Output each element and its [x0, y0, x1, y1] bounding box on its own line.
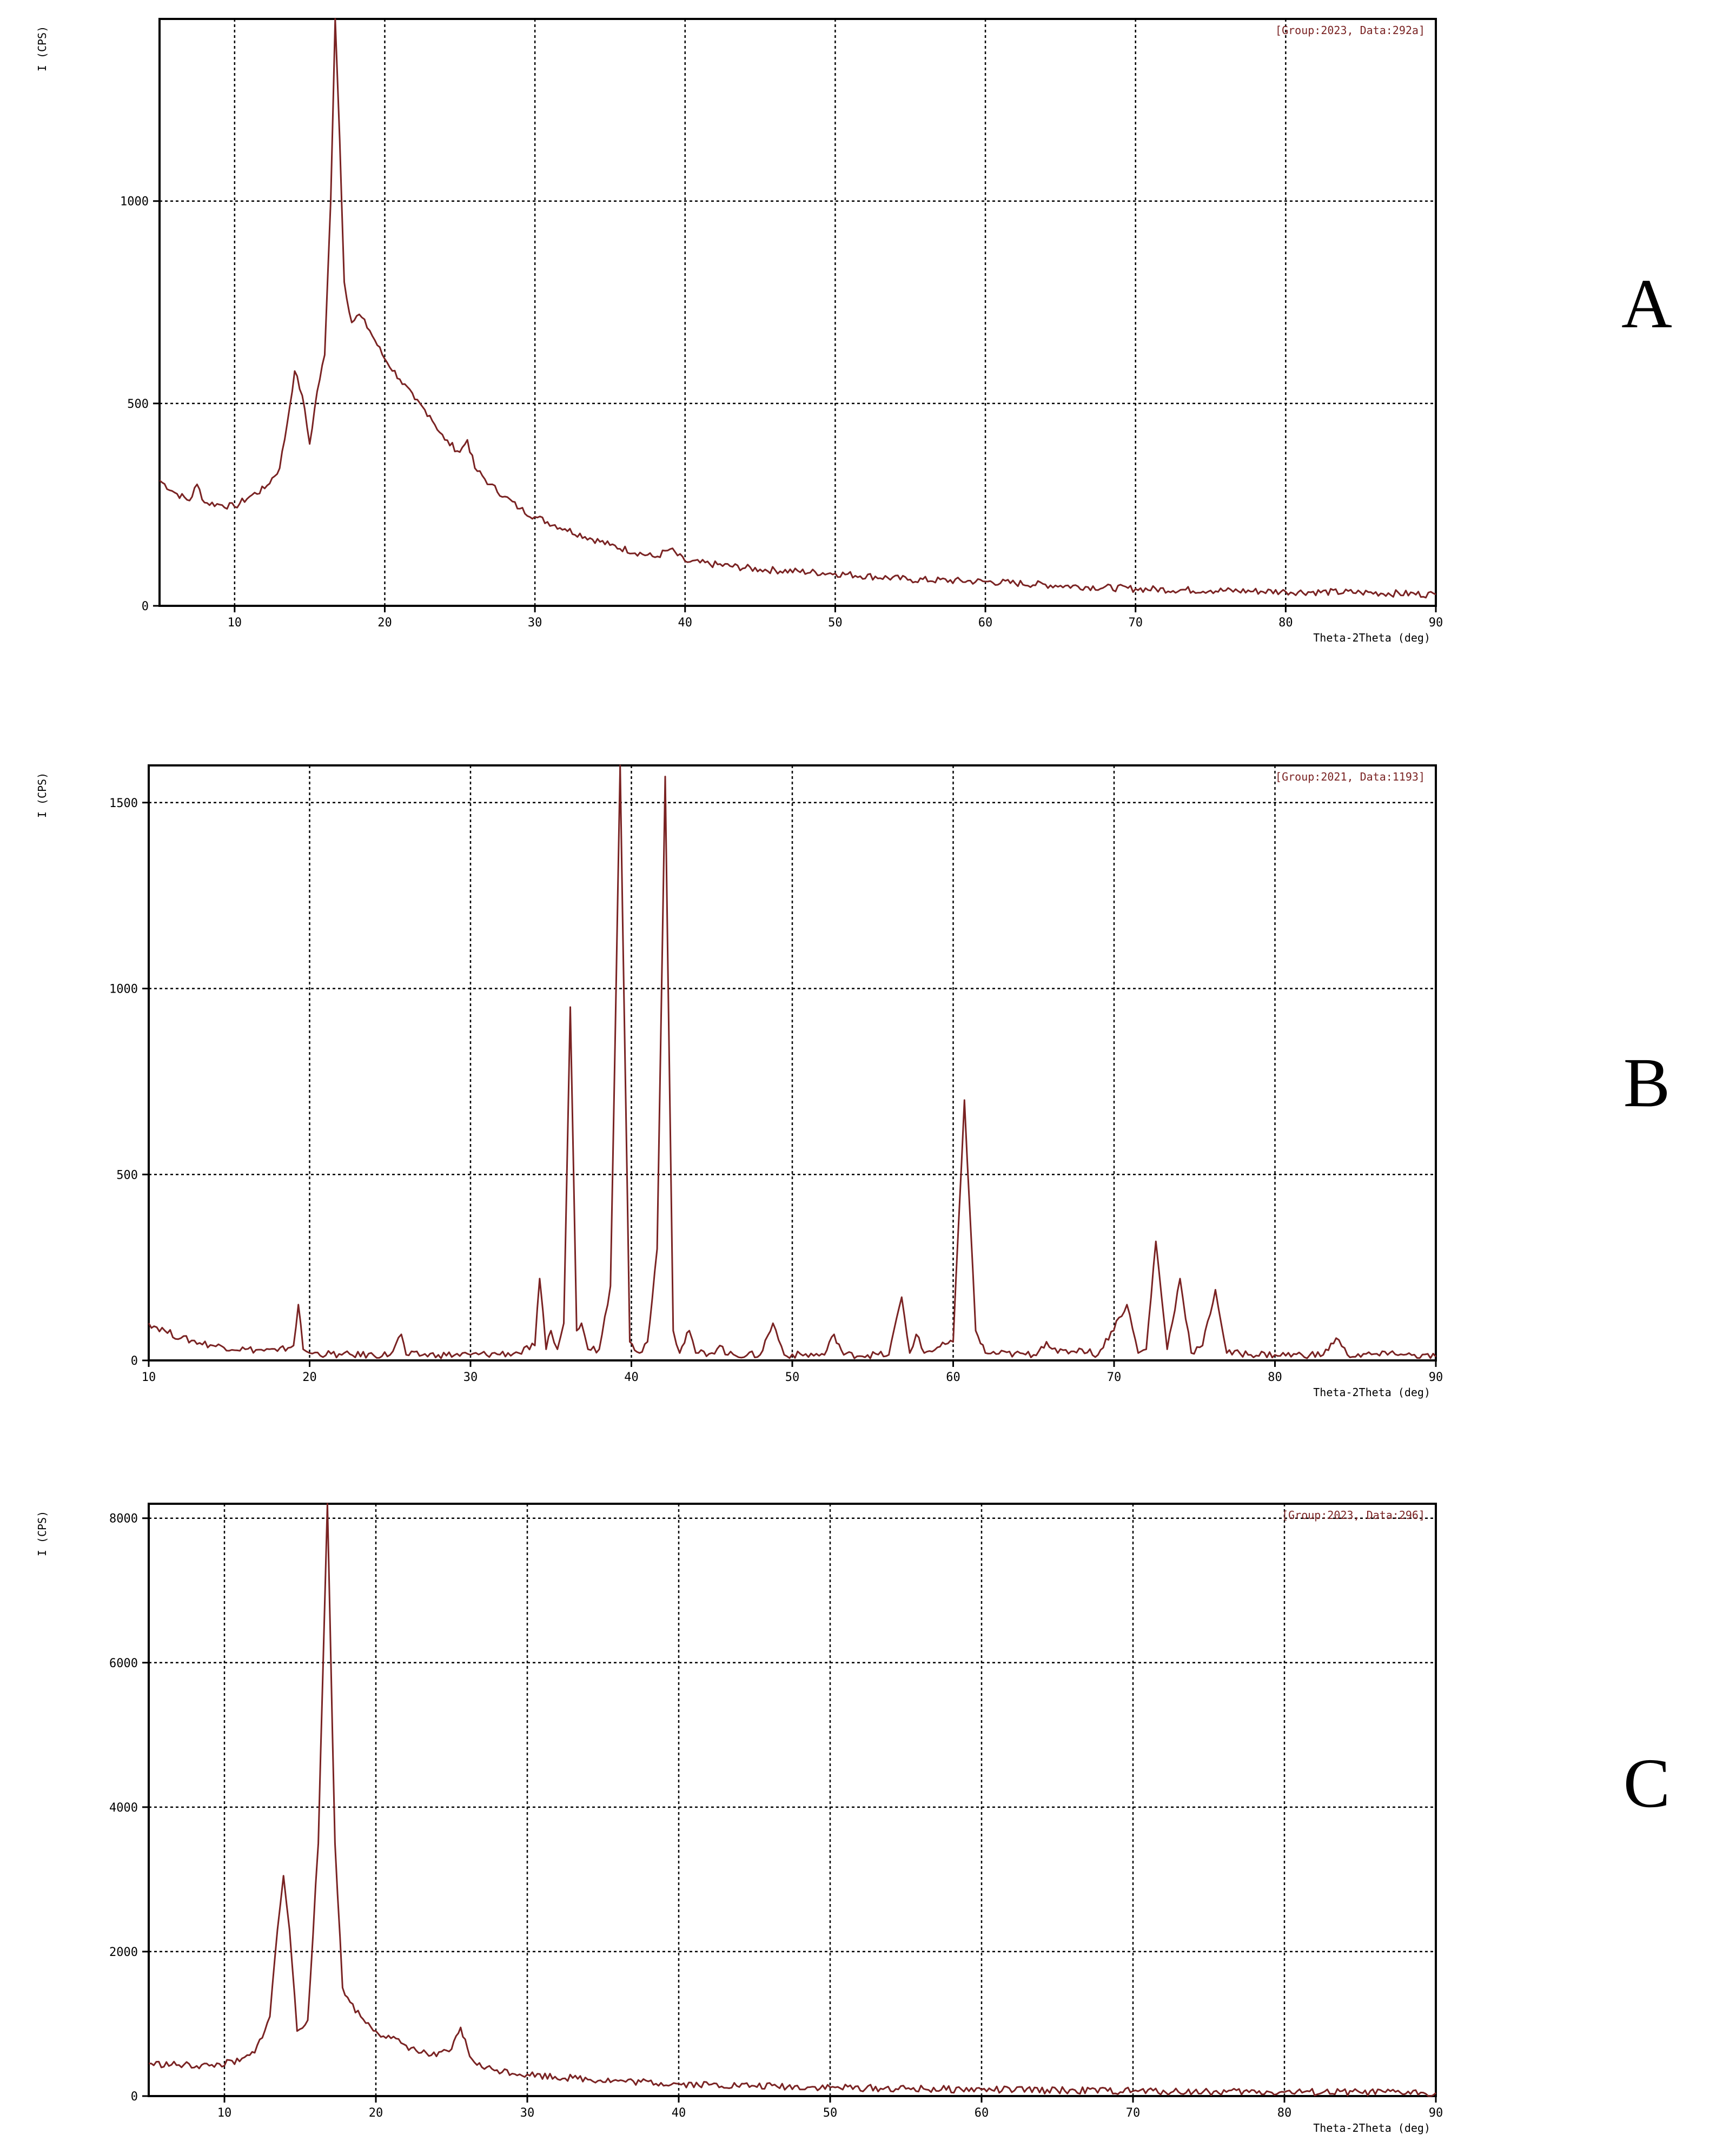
chart-1-y-tick-label: 1000: [120, 195, 149, 209]
chart-3-x-tick-label: 10: [217, 2106, 232, 2120]
chart-3-x-tick-label: 50: [823, 2106, 838, 2120]
panel-a-chart: 10 20 30 40 50 60 70 80 90 0 500 1000 Theta-2Theta (…: [36, 18, 1443, 644]
chart-3-y-tick-label: 0: [131, 2090, 138, 2104]
chart-1-series-line: [159, 18, 1436, 599]
chart-2-series-line: [148, 764, 1437, 1359]
chart-3-x-tick-label: 60: [975, 2106, 989, 2120]
chart-3-plot-frame: [148, 1503, 1437, 2097]
chart-3-x-tick-label: 70: [1126, 2106, 1141, 2120]
chart-1-y-tick-label: 0: [142, 600, 149, 613]
chart-2-y-tick-label: 1000: [109, 983, 138, 996]
chart-3-y-tick-label: 2000: [109, 1946, 138, 1959]
chart-2-x-tick-label: 60: [946, 1371, 960, 1384]
chart-2-y-tick-label: 500: [116, 1168, 138, 1182]
chart-2-x-tick-label: 80: [1268, 1371, 1282, 1384]
chart-2-x-tick-label: 70: [1107, 1371, 1122, 1384]
chart-3-y-tick-label: 6000: [109, 1657, 138, 1670]
chart-3-x-axis-label: Theta-2Theta (deg): [1313, 2121, 1430, 2134]
chart-1-info-label: [Group:2023, Data:292a]: [1275, 24, 1425, 37]
chart-1-x-tick-label: 70: [1128, 616, 1143, 630]
chart-1-x-tick-label: 20: [377, 616, 392, 630]
panel-label-a: A: [1621, 265, 1672, 343]
chart-2-x-tick-label: 30: [463, 1371, 478, 1384]
chart-3-x-tick-label: 30: [520, 2106, 535, 2120]
chart-2-y-tick-label: 1500: [109, 797, 138, 810]
chart-1-x-tick-label: 80: [1278, 616, 1293, 630]
chart-1-x-tick-label: 90: [1429, 616, 1443, 630]
panel-label-b: B: [1624, 1044, 1671, 1122]
chart-2-x-tick-label: 40: [624, 1371, 639, 1384]
chart-1-x-tick-label: 50: [828, 616, 843, 630]
chart-2-x-axis-label: Theta-2Theta (deg): [1313, 1386, 1430, 1399]
chart-1-x-tick-label: 40: [678, 616, 693, 630]
chart-1-x-tick-label: 60: [978, 616, 993, 630]
chart-3-y-tick-label: 4000: [109, 1801, 138, 1815]
chart-2-info-label: [Group:2021, Data:1193]: [1275, 770, 1425, 783]
chart-1-x-axis-label: Theta-2Theta (deg): [1313, 631, 1430, 644]
chart-3-x-tick-label: 90: [1429, 2106, 1443, 2120]
chart-1-plot-frame: [158, 18, 1437, 607]
chart-1-x-tick-label: 10: [228, 616, 242, 630]
panel-label-c: C: [1624, 1744, 1671, 1822]
chart-3-series-line: [148, 1503, 1437, 2097]
chart-2-y-axis-label: I (CPS): [36, 772, 49, 818]
chart-3-info-label: [Group:2023, Data:296]: [1282, 1509, 1425, 1522]
chart-2-x-tick-label: 90: [1429, 1371, 1443, 1384]
chart-2-x-tick-label: 20: [302, 1371, 317, 1384]
chart-2-x-tick-label: 50: [785, 1371, 800, 1384]
panel-b-chart: 10 20 30 40 50 60 70 80 90 0 500 1000 1500 Theta-2The…: [36, 764, 1443, 1399]
chart-3-y-axis-label: I (CPS): [36, 1511, 49, 1556]
chart-2-y-tick-label: 0: [131, 1354, 138, 1368]
chart-3-x-tick-label: 80: [1277, 2106, 1292, 2120]
chart-3-x-tick-label: 40: [672, 2106, 686, 2120]
chart-1-x-tick-label: 30: [528, 616, 542, 630]
chart-1-y-axis-label: I (CPS): [36, 26, 49, 71]
chart-1-y-tick-label: 500: [127, 398, 149, 411]
chart-3-y-tick-label: 8000: [109, 1512, 138, 1526]
chart-3-x-tick-label: 20: [369, 2106, 383, 2120]
panel-c-chart: 10 20 30 40 50 60 70 80 90 0 2000 4000 6000 8000 Theta…: [36, 1503, 1443, 2134]
chart-2-x-tick-label: 10: [142, 1371, 156, 1384]
